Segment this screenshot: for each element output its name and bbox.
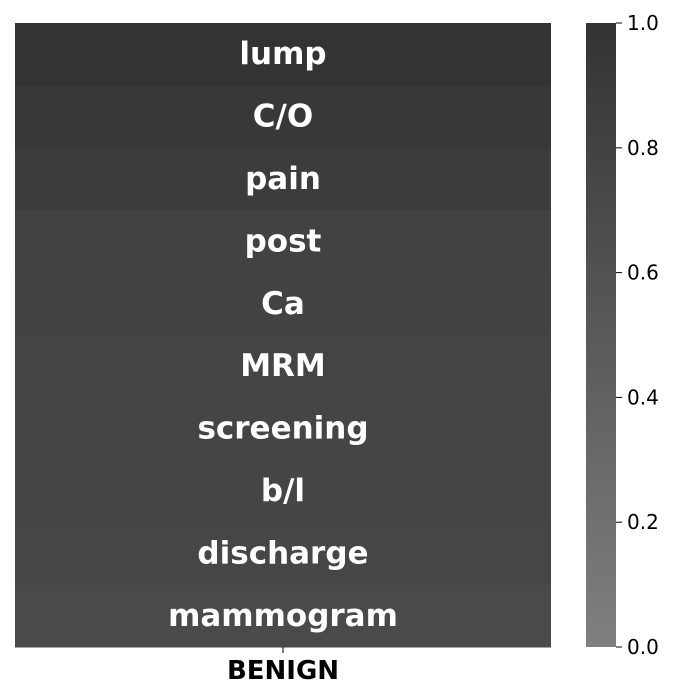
- cell-label: C/O: [253, 99, 313, 135]
- heatmap-cell: [15, 210, 551, 274]
- cell-label: discharge: [197, 535, 368, 571]
- heatmap-cell: [15, 522, 551, 586]
- x-axis: BENIGN: [227, 647, 339, 686]
- colorbar-tick-label: 0.8: [627, 136, 659, 160]
- heatmap-cell: [15, 85, 551, 149]
- cell-label: lump: [239, 36, 326, 72]
- cell-label: mammogram: [168, 598, 398, 634]
- heatmap-cell: [15, 147, 551, 211]
- cell-label: MRM: [240, 348, 326, 384]
- colorbar-tick-label: 0.0: [627, 635, 659, 659]
- heatmap-cell: [15, 397, 551, 461]
- colorbar-ticks: 0.0 0.2 0.4 0.6 0.8 1.0: [616, 11, 659, 659]
- cell-label: pain: [245, 161, 321, 197]
- cell-label: post: [245, 223, 322, 259]
- cell-label: Ca: [261, 286, 305, 322]
- heatmap-cell: [15, 459, 551, 523]
- cell-label: screening: [197, 411, 368, 447]
- x-tick-label: BENIGN: [227, 656, 339, 686]
- colorbar-tick-label: 1.0: [627, 11, 659, 35]
- heatmap-cell: [15, 335, 551, 398]
- heatmap-cell: [15, 584, 551, 648]
- colorbar-tick-label: 0.6: [627, 261, 659, 285]
- colorbar-tick-label: 0.4: [627, 385, 659, 409]
- colorbar-tick-label: 0.2: [627, 510, 659, 534]
- heatmap-cells: [15, 23, 551, 648]
- heatmap-cell: [15, 23, 551, 86]
- heatmap-cell-labels: lump C/O pain post Ca MRM screening b/l discharg…: [168, 36, 398, 634]
- heatmap-cell: [15, 272, 551, 336]
- cell-label: b/l: [261, 473, 305, 509]
- colorbar: [586, 23, 616, 647]
